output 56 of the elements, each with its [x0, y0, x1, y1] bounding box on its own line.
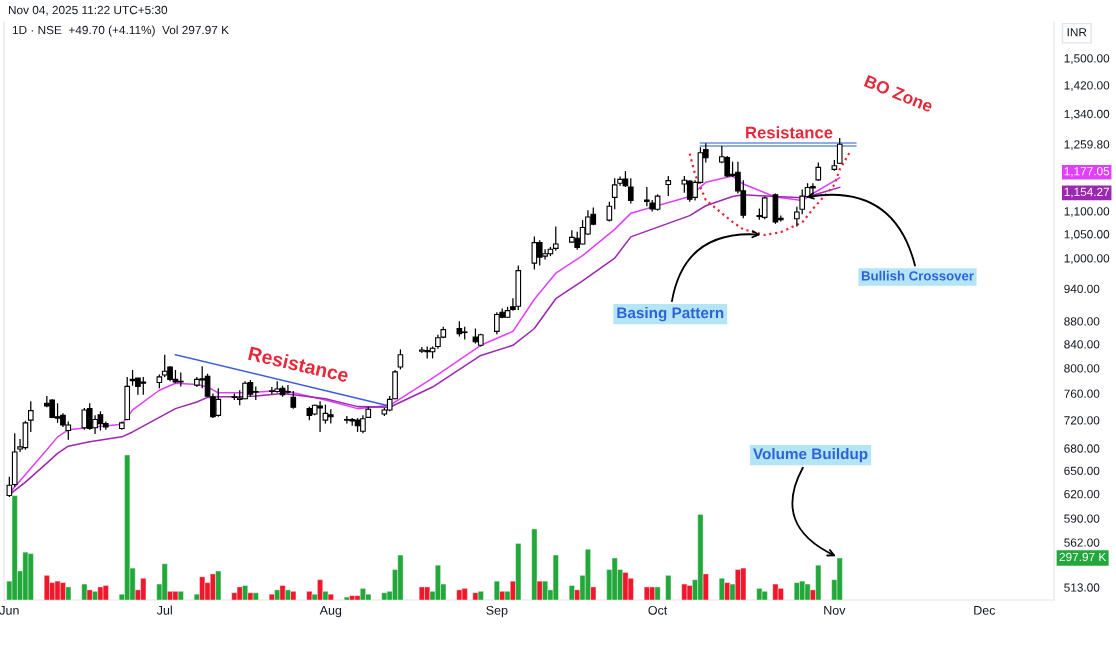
x-tick-label: Oct	[648, 605, 668, 615]
x-tick-label: Sep	[486, 605, 508, 618]
y-tick-label: 720.00	[1064, 416, 1100, 425]
candlestick	[397, 348, 404, 371]
y-tick-label: 680.00	[1064, 444, 1100, 453]
annotation: Volume Buildup	[753, 448, 868, 463]
y-tick-label: 1,154.27	[1064, 187, 1110, 198]
y-tick-label: 1,259.80	[1064, 140, 1110, 150]
y-tick-label: 1,420.00	[1064, 81, 1110, 91]
y-tick-label: 562.00	[1064, 538, 1100, 547]
text: 297.97 K	[1059, 552, 1107, 562]
chart-subtitle: Nov 04, 2025 11:22 UTC+5:30	[8, 5, 168, 16]
candlestick	[27, 400, 34, 433]
y-tick-label: 513.00	[1064, 583, 1100, 592]
x-tick-label: Jul	[156, 605, 172, 615]
y-tick-label: 1,050.00	[1064, 230, 1110, 240]
annotation: Bullish Crossover	[861, 270, 974, 281]
bar	[681, 583, 688, 600]
x-tick-label: Dec	[974, 606, 996, 615]
y-tick-label: 800.00	[1064, 364, 1100, 373]
line-series	[688, 150, 852, 237]
y-tick-label: 940.00	[1064, 284, 1100, 294]
y-tick-label: 590.00	[1064, 514, 1100, 523]
candlestick	[552, 225, 559, 252]
y-tick-label: 1,340.00	[1064, 109, 1110, 120]
y-tick-label: 1,100.00	[1064, 207, 1110, 217]
x-tick-label: Aug	[319, 606, 342, 618]
y-tick-label: 1,500.00	[1064, 54, 1110, 64]
y-tick-label: 650.00	[1064, 466, 1100, 475]
candlestick	[665, 175, 672, 197]
x-tick-label: Nov	[824, 606, 846, 615]
bar	[43, 575, 50, 600]
bar	[643, 586, 650, 600]
bar	[343, 596, 350, 600]
y-axis-title: INR	[1067, 28, 1087, 37]
annotation: BO Zone	[863, 74, 934, 113]
bar	[531, 528, 538, 600]
bar	[493, 580, 500, 600]
y-tick-label: 880.00	[1064, 317, 1100, 326]
annotation: Resistance	[746, 126, 833, 139]
y-tick-label: 1,000.00	[1064, 254, 1110, 264]
bar	[306, 591, 313, 600]
bar	[665, 575, 672, 600]
y-tick-label: 760.00	[1064, 389, 1100, 398]
bar	[568, 585, 575, 600]
candlestick	[606, 201, 613, 223]
candlestick	[836, 137, 843, 165]
annotation: Basing Pattern	[617, 307, 724, 322]
y-tick-label: 620.00	[1064, 489, 1100, 499]
bar	[381, 592, 388, 600]
chart-title: 1D · NSE +49.70 (+4.11%) Vol 297.97 K	[12, 25, 229, 37]
y-tick-label: 1,177.05	[1064, 167, 1110, 177]
x-tick-label: Jun	[0, 606, 19, 615]
y-tick-label: 840.00	[1064, 340, 1100, 349]
candlestick	[627, 177, 634, 205]
candlestick	[815, 161, 822, 182]
